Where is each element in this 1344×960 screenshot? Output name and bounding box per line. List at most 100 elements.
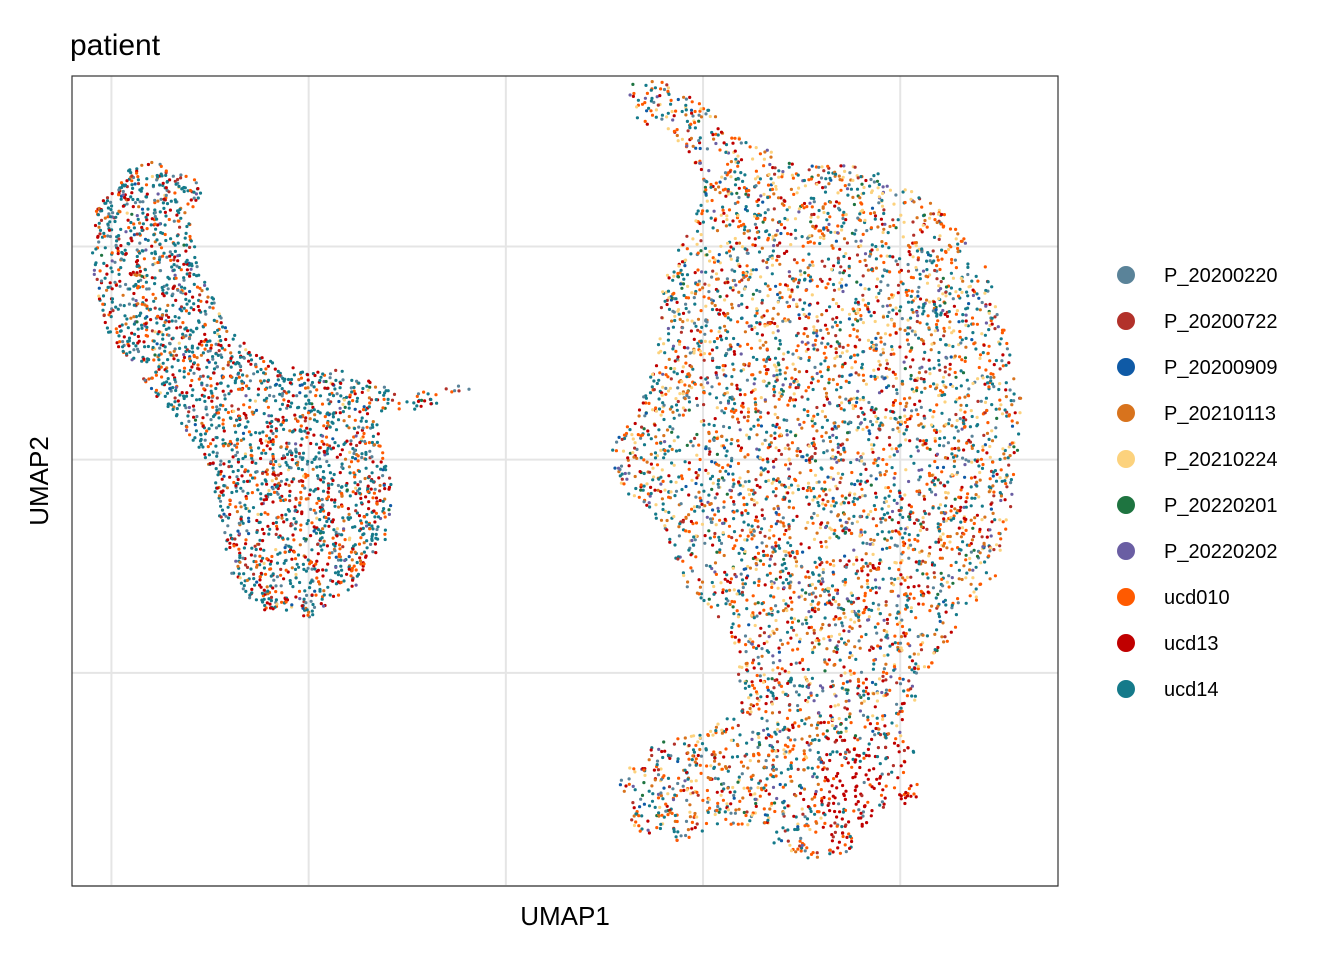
data-point <box>806 520 810 525</box>
data-point <box>737 304 741 308</box>
data-point <box>654 108 659 112</box>
data-point <box>790 779 794 783</box>
data-point <box>775 324 780 328</box>
data-point <box>905 694 910 698</box>
data-point <box>367 522 371 527</box>
data-point <box>748 566 753 570</box>
data-point <box>938 304 942 308</box>
data-point <box>956 242 960 246</box>
data-point <box>298 501 302 505</box>
data-point <box>111 211 115 215</box>
data-point <box>947 418 952 422</box>
data-point <box>187 299 191 303</box>
data-point <box>366 484 370 488</box>
data-point <box>856 389 860 393</box>
data-point <box>208 305 212 309</box>
data-point <box>852 353 857 357</box>
data-point <box>383 532 387 536</box>
data-point <box>617 435 621 439</box>
data-point <box>261 539 265 543</box>
data-point <box>338 547 342 551</box>
data-point <box>153 306 157 310</box>
data-point <box>937 212 941 216</box>
data-point <box>824 540 828 544</box>
data-point <box>668 810 672 814</box>
data-point <box>211 355 215 359</box>
data-point <box>679 789 683 793</box>
data-point <box>987 437 991 441</box>
data-point <box>788 574 793 578</box>
data-point <box>905 293 909 297</box>
data-point <box>182 262 186 266</box>
data-point <box>325 449 329 453</box>
data-point <box>710 348 715 352</box>
data-point <box>1008 388 1012 392</box>
data-point <box>121 189 125 194</box>
data-point <box>191 350 195 354</box>
data-point <box>315 559 319 563</box>
data-point <box>357 381 361 385</box>
data-point <box>867 768 871 772</box>
data-point <box>350 390 354 394</box>
data-point <box>359 562 363 566</box>
data-point <box>964 601 968 605</box>
data-point <box>874 591 878 595</box>
data-point <box>614 449 619 453</box>
data-point <box>784 463 788 467</box>
data-point <box>856 426 860 430</box>
data-point <box>896 283 901 287</box>
data-point <box>766 411 770 415</box>
data-point <box>152 299 156 303</box>
data-point <box>940 470 944 474</box>
data-point <box>187 372 191 376</box>
data-point <box>375 464 379 468</box>
data-point <box>754 478 758 482</box>
data-point <box>737 589 741 593</box>
data-point <box>861 298 865 302</box>
data-point <box>328 425 332 429</box>
data-point <box>790 626 794 630</box>
data-point <box>352 426 357 431</box>
data-point <box>194 198 198 202</box>
data-point <box>305 435 309 439</box>
data-point <box>658 826 663 831</box>
data-point <box>267 597 271 601</box>
data-point <box>108 215 113 219</box>
data-point <box>180 187 184 191</box>
data-point <box>215 408 219 412</box>
data-point <box>121 349 125 353</box>
data-point <box>893 634 897 638</box>
data-point <box>279 584 283 588</box>
data-point <box>279 498 283 503</box>
data-point <box>815 851 819 855</box>
data-point <box>973 496 977 500</box>
data-point <box>235 450 239 454</box>
data-point <box>276 369 280 373</box>
data-point <box>827 801 831 806</box>
data-point <box>800 395 804 399</box>
data-point <box>865 515 869 519</box>
data-point <box>910 694 914 698</box>
data-point <box>988 477 992 481</box>
data-point <box>842 254 846 259</box>
data-point <box>964 505 968 509</box>
data-point <box>965 290 969 294</box>
data-point <box>119 266 123 270</box>
data-point <box>316 409 320 413</box>
data-point <box>165 283 169 287</box>
data-point <box>837 603 841 607</box>
data-point <box>284 568 288 572</box>
data-point <box>167 333 171 337</box>
data-point <box>761 549 766 553</box>
data-point <box>327 484 331 488</box>
data-point <box>234 484 238 488</box>
data-point <box>213 413 217 417</box>
data-point <box>298 543 302 547</box>
data-point <box>237 350 241 354</box>
data-point <box>713 513 717 517</box>
data-point <box>280 591 284 595</box>
data-point <box>117 234 121 238</box>
data-point <box>643 773 647 778</box>
data-point <box>788 462 793 466</box>
data-point <box>757 759 761 763</box>
